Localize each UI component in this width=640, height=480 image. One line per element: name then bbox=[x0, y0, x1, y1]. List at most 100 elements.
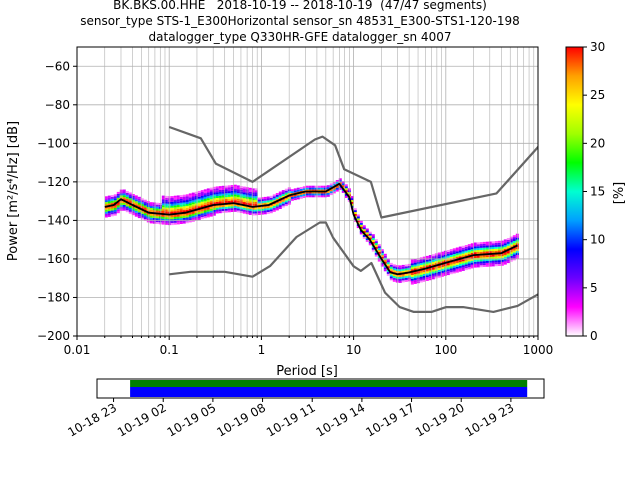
heatmap-cell bbox=[227, 187, 231, 190]
heatmap-cell bbox=[236, 198, 240, 201]
heatmap-cell bbox=[434, 266, 438, 269]
heatmap-cell bbox=[191, 211, 195, 214]
heatmap-cell bbox=[350, 201, 354, 204]
heatmap-cell bbox=[500, 259, 504, 262]
heatmap-cell bbox=[305, 187, 309, 190]
heatmap-cell bbox=[380, 264, 384, 267]
heatmap-cell bbox=[410, 267, 414, 270]
heatmap-cell bbox=[497, 256, 501, 259]
heatmap-cell bbox=[422, 270, 426, 273]
heatmap-cell bbox=[260, 210, 264, 213]
heatmap-cell bbox=[488, 260, 492, 263]
heatmap-cell bbox=[497, 244, 501, 247]
heatmap-cell bbox=[134, 208, 138, 211]
heatmap-cell bbox=[134, 207, 138, 209]
heatmap-cell bbox=[266, 202, 270, 205]
heatmap-cell bbox=[509, 242, 513, 245]
heatmap-cell bbox=[314, 189, 318, 192]
heatmap-cell bbox=[197, 204, 201, 207]
heatmap-cell bbox=[266, 208, 270, 211]
colorbar-ticks: 0 5 10 15 20 25 30 bbox=[583, 40, 605, 343]
heatmap-cell bbox=[281, 199, 285, 202]
heatmap-cell bbox=[116, 197, 120, 200]
heatmap-cell bbox=[179, 222, 183, 224]
heatmap-cell bbox=[512, 250, 516, 253]
heatmap-cell bbox=[179, 220, 183, 223]
heatmap-cell bbox=[155, 208, 159, 211]
heatmap-cell bbox=[152, 214, 156, 216]
heatmap-cell bbox=[218, 197, 222, 200]
heatmap-cell bbox=[254, 194, 258, 197]
heatmap-cell bbox=[302, 194, 306, 196]
heatmap-cell bbox=[506, 239, 510, 242]
heatmap-cell bbox=[266, 210, 270, 212]
heatmap-cell bbox=[275, 194, 279, 197]
heatmap-cell bbox=[209, 191, 213, 194]
x-tick-label: 0.01 bbox=[64, 343, 91, 357]
heatmap-cell bbox=[494, 258, 498, 261]
heatmap-cell bbox=[467, 249, 471, 252]
heatmap-cell bbox=[230, 186, 234, 189]
heatmap-cell bbox=[191, 206, 195, 209]
heatmap-cell bbox=[431, 273, 435, 276]
heatmap-cell bbox=[185, 200, 189, 202]
heatmap-cell bbox=[356, 226, 360, 229]
heatmap-cell bbox=[143, 211, 147, 214]
heatmap-cell bbox=[107, 203, 111, 206]
heatmap-cell bbox=[248, 201, 252, 204]
heatmap-cell bbox=[434, 253, 438, 256]
heatmap-cell bbox=[203, 195, 207, 197]
y-tick-label: −140 bbox=[37, 213, 70, 227]
heatmap-cell bbox=[389, 266, 393, 269]
heatmap-cell bbox=[419, 267, 423, 269]
heatmap-cell bbox=[491, 241, 495, 244]
heatmap-cell bbox=[104, 211, 108, 214]
colorbar-tick-label: 0 bbox=[590, 329, 598, 343]
heatmap-cell bbox=[311, 195, 315, 198]
heatmap-cell bbox=[449, 270, 453, 273]
heatmap-cell bbox=[386, 271, 390, 274]
heatmap-cell bbox=[470, 251, 474, 253]
heatmap-cell bbox=[146, 208, 150, 211]
heatmap-cell bbox=[455, 249, 459, 252]
heatmap-cell bbox=[452, 256, 456, 258]
heatmap-cell bbox=[413, 280, 417, 282]
heatmap-cell bbox=[221, 191, 225, 194]
heatmap-cell bbox=[494, 246, 498, 249]
heatmap-cell bbox=[305, 185, 309, 188]
heatmap-cell bbox=[476, 261, 480, 264]
heatmap-cell bbox=[269, 207, 273, 210]
heatmap-cell bbox=[425, 255, 429, 258]
heatmap-cell bbox=[482, 265, 486, 267]
heatmap-cell bbox=[188, 208, 192, 211]
heatmap-cell bbox=[446, 253, 450, 256]
heatmap-cell bbox=[116, 209, 120, 212]
heatmap-cell bbox=[461, 253, 465, 256]
heatmap-cell bbox=[470, 258, 474, 261]
heatmap-cell bbox=[224, 191, 228, 194]
heatmap-cell bbox=[458, 256, 462, 259]
heatmap-cell bbox=[500, 248, 504, 251]
heatmap-cell bbox=[170, 205, 174, 208]
heatmap-cell bbox=[224, 195, 228, 198]
heatmap-cell bbox=[137, 216, 141, 219]
heatmap-cell bbox=[386, 260, 390, 263]
heatmap-cell bbox=[134, 195, 138, 198]
heatmap-cell bbox=[431, 275, 435, 278]
heatmap-cell bbox=[512, 252, 516, 255]
heatmap-cell bbox=[452, 265, 456, 268]
heatmap-cell bbox=[254, 211, 258, 214]
heatmap-cell bbox=[164, 201, 168, 204]
heatmap-cell bbox=[512, 235, 516, 238]
heatmap-cell bbox=[185, 209, 189, 212]
heatmap-cell bbox=[356, 216, 360, 219]
heatmap-cell bbox=[104, 202, 108, 205]
heatmap-cell bbox=[206, 213, 210, 216]
heatmap-cell bbox=[494, 244, 498, 247]
heatmap-cell bbox=[218, 188, 222, 190]
heatmap-cell bbox=[305, 193, 309, 196]
heatmap-cell bbox=[185, 198, 189, 201]
heatmap-cell bbox=[251, 198, 255, 201]
heatmap-cell bbox=[350, 200, 354, 202]
